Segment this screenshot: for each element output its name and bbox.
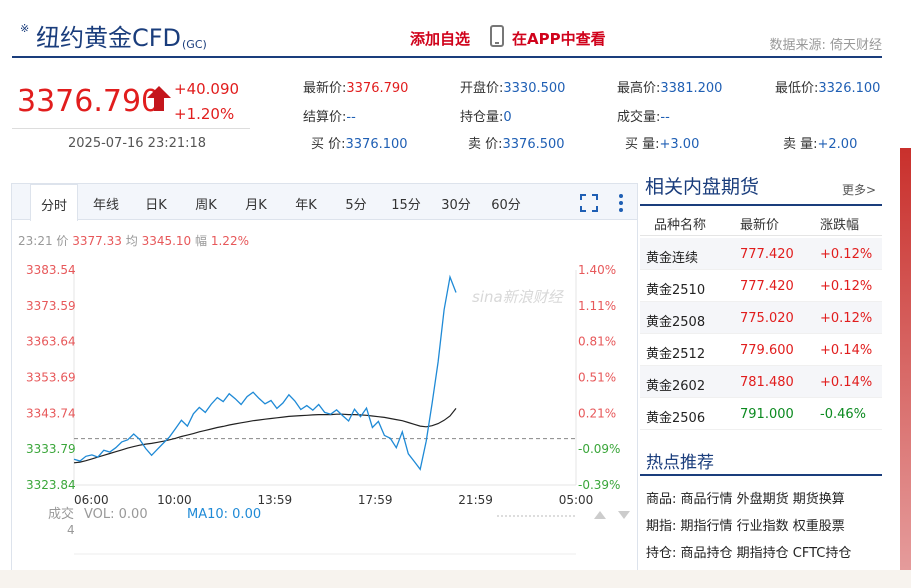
table-row[interactable]: 黄金2602 781.480 +0.14%	[640, 366, 882, 398]
pct-tick-label: -0.09%	[578, 442, 620, 456]
x-tick-label: 17:59	[358, 493, 393, 507]
column-header: 最新价	[740, 218, 780, 233]
pct-tick-label: 0.21%	[578, 406, 616, 420]
table-row[interactable]: 黄金2512 779.600 +0.14%	[640, 334, 882, 366]
volume-label: 成交	[48, 506, 74, 522]
futures-table: 黄金连续 777.420 +0.12% 黄金2510 777.420 +0.12% 黄金…	[640, 238, 882, 434]
price-line	[73, 274, 457, 471]
page-bottom-strip	[0, 570, 911, 588]
tab-year-line[interactable]: 年线	[92, 198, 119, 213]
quote-bid-volume: 买 量:+3.00	[625, 137, 700, 152]
table-row[interactable]: 黄金2506 791.000 -0.46%	[640, 398, 882, 430]
quote-settle: 结算价:--	[303, 110, 356, 125]
chart-info-line: 23:21 价 3377.33 均 3345.10 幅 1.22%	[18, 234, 249, 248]
related-futures-title: 相关内盘期货	[645, 176, 760, 198]
volume-axis-label: 4	[67, 523, 75, 537]
tab-60min[interactable]: 60分	[491, 198, 521, 213]
hot-recommend-title: 热点推荐	[646, 453, 714, 473]
y-tick-label: 3363.64	[26, 335, 76, 349]
tab-weekly-k[interactable]: 周K	[195, 198, 217, 213]
ma10-value: MA10: 0.00	[187, 507, 261, 522]
page-title: 纽约黄金CFD	[36, 24, 182, 52]
last-price: 3376.790	[17, 84, 161, 119]
price-change-pct: +1.20%	[174, 105, 235, 123]
column-header: 品种名称	[654, 218, 707, 233]
hot-links-index-futures[interactable]: 期指: 期指行情 行业指数 权重股票	[646, 519, 845, 534]
table-row[interactable]: 黄金连续 777.420 +0.12%	[640, 238, 882, 270]
y-tick-label: 3373.59	[26, 299, 76, 313]
tab-daily-k[interactable]: 日K	[145, 198, 167, 213]
more-link[interactable]: 更多>	[841, 183, 876, 197]
related-futures-panel: 相关内盘期货 更多> 品种名称 最新价 涨跌幅 黄金连续 777.420 +0.12…	[640, 166, 882, 588]
quote-volume: 成交量:--	[617, 110, 670, 125]
quote-ask: 卖 价:3376.500	[468, 137, 565, 152]
fullscreen-icon[interactable]	[580, 194, 598, 212]
tab-30min[interactable]: 30分	[441, 198, 471, 213]
page-header: ※ 纽约黄金CFD (GC) 添加自选 在APP中查看 数据来源: 倚天财经	[12, 0, 882, 58]
x-tick-label: 21:59	[458, 493, 493, 507]
hot-links-commodity[interactable]: 商品: 商品行情 外盘期货 期货换算	[646, 492, 845, 507]
y-tick-label: 3333.79	[26, 442, 76, 456]
data-source: 数据来源: 倚天财经	[769, 38, 882, 53]
x-tick-label: 05:00	[559, 493, 594, 507]
up-arrow-icon	[147, 86, 171, 111]
y-tick-label: 3343.74	[26, 406, 76, 420]
y-tick-label: 3353.69	[26, 371, 76, 385]
view-in-app-link[interactable]: 在APP中查看	[512, 30, 606, 48]
scroll-down-icon[interactable]	[618, 511, 630, 519]
column-header: 涨跌幅	[820, 218, 860, 233]
quote-bid: 买 价:3376.100	[311, 137, 408, 152]
pct-tick-label: 1.11%	[578, 299, 616, 313]
tab-5min[interactable]: 5分	[345, 198, 367, 213]
quote-low: 最低价:3326.100	[775, 81, 881, 96]
x-tick-label: 13:59	[258, 493, 293, 507]
tab-monthly-k[interactable]: 月K	[245, 198, 267, 213]
price-chart: sina新浪财经 3383.54 1.40% 3373.59 1.11% 3363.64…	[26, 263, 630, 555]
quote-ask-volume: 卖 量:+2.00	[783, 137, 858, 152]
x-tick-label: 06:00	[74, 493, 109, 507]
divider	[12, 128, 250, 129]
pct-tick-label: 0.51%	[578, 371, 616, 385]
phone-icon[interactable]	[490, 25, 504, 47]
more-options-icon[interactable]	[618, 192, 624, 214]
table-row[interactable]: 黄金2510 777.420 +0.12%	[640, 270, 882, 302]
x-tick-label: 10:00	[157, 493, 192, 507]
pct-tick-label: -0.39%	[578, 478, 620, 492]
divider	[640, 204, 882, 206]
chart-panel: 分时 年线 日K 周K 月K 年K 5分 15分 30分 60分 23:21 价…	[11, 183, 638, 588]
quote-time: 2025-07-16 23:21:18	[68, 136, 207, 151]
chart-tabbar: 分时 年线 日K 周K 月K 年K 5分 15分 30分 60分	[12, 184, 637, 221]
brand-mark-icon: ※	[20, 22, 30, 35]
y-tick-label: 3383.54	[26, 263, 76, 277]
volume-value: VOL: 0.00	[84, 507, 148, 522]
quote-open-interest: 持仓量:0	[460, 110, 512, 125]
pct-tick-label: 0.81%	[578, 335, 616, 349]
pct-tick-label: 1.40%	[578, 263, 616, 277]
add-favorite-button[interactable]: 添加自选	[410, 30, 471, 48]
page-title-code: (GC)	[182, 38, 207, 51]
quote-open: 开盘价:3330.500	[460, 81, 566, 96]
y-tick-label: 3323.84	[26, 478, 76, 492]
average-price-line	[73, 408, 457, 464]
quote-latest: 最新价:3376.790	[303, 81, 409, 96]
table-header: 品种名称 最新价 涨跌幅	[640, 206, 882, 236]
price-change: +40.090	[174, 80, 240, 98]
tab-15min[interactable]: 15分	[391, 198, 421, 213]
tab-fenshi[interactable]: 分时	[30, 184, 78, 221]
chart-watermark: sina新浪财经	[472, 288, 565, 306]
quote-high: 最高价:3381.200	[617, 81, 723, 96]
divider	[640, 474, 882, 476]
hot-links-positions[interactable]: 持仓: 商品持仓 期指持仓 CFTC持仓	[646, 546, 852, 561]
scroll-up-icon[interactable]	[594, 511, 606, 519]
tab-yearly-k[interactable]: 年K	[295, 198, 317, 213]
page-edge-decoration	[900, 148, 911, 588]
table-row[interactable]: 黄金2508 775.020 +0.12%	[640, 302, 882, 334]
